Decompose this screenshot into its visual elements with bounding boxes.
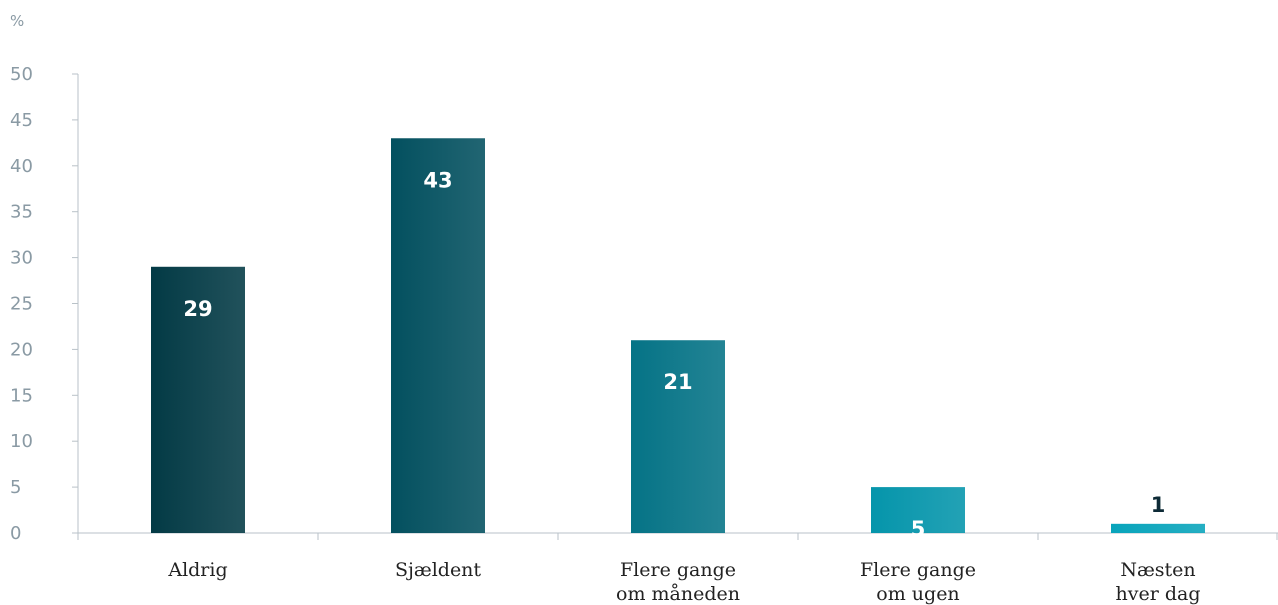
bar bbox=[631, 340, 725, 533]
y-tick-label: 10 bbox=[10, 431, 33, 452]
category-label: Flere gange bbox=[860, 559, 976, 581]
category-label: Aldrig bbox=[167, 559, 227, 581]
bars bbox=[151, 138, 1205, 533]
value-label: 29 bbox=[183, 297, 212, 321]
x-axis bbox=[77, 532, 1278, 540]
value-label: 1 bbox=[1151, 493, 1166, 517]
y-tick-label: 25 bbox=[10, 294, 33, 315]
y-tick-label: 20 bbox=[10, 339, 33, 360]
bar bbox=[151, 266, 245, 533]
y-tick-label: 5 bbox=[10, 477, 21, 498]
category-label: Flere gange bbox=[620, 559, 736, 581]
bar bbox=[391, 138, 485, 533]
y-tick-label: 40 bbox=[10, 156, 33, 177]
category-label: Sjældent bbox=[395, 559, 481, 581]
y-tick-label: 15 bbox=[10, 385, 33, 406]
y-tick-label: 30 bbox=[10, 248, 33, 269]
bar bbox=[1111, 523, 1205, 533]
value-label: 43 bbox=[423, 168, 452, 192]
y-tick-label: 0 bbox=[10, 523, 21, 544]
y-tick-label: 50 bbox=[10, 64, 33, 85]
value-label: 5 bbox=[911, 517, 926, 541]
y-axis-unit: % bbox=[10, 12, 24, 30]
category-label: Næsten bbox=[1120, 559, 1195, 581]
value-label: 21 bbox=[663, 370, 692, 394]
category-label: om ugen bbox=[876, 583, 959, 605]
category-label: om måneden bbox=[616, 583, 740, 605]
y-tick-label: 45 bbox=[10, 110, 33, 131]
bar bbox=[871, 487, 965, 533]
category-label: hver dag bbox=[1116, 583, 1201, 605]
y-axis: 0 5 10 15 20 25 30 35 40 45 50 bbox=[10, 64, 79, 544]
value-labels: 29 43 21 5 1 bbox=[183, 168, 1165, 541]
y-tick-label: 35 bbox=[10, 202, 33, 223]
